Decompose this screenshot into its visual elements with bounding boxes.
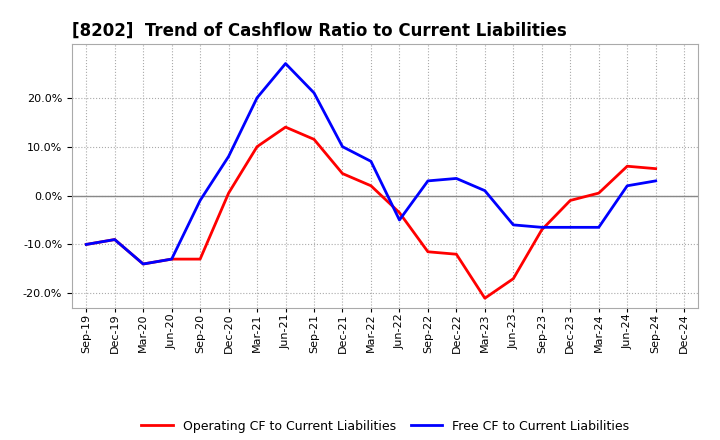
Operating CF to Current Liabilities (623, 164, 631, 169)
Operating CF to Current Liabilities (282, 125, 290, 130)
Operating CF to Current Liabilities (537, 227, 546, 232)
Operating CF to Current Liabilities (366, 183, 375, 188)
Operating CF to Current Liabilities (509, 276, 518, 281)
Line: Operating CF to Current Liabilities: Operating CF to Current Liabilities (86, 127, 656, 298)
Operating CF to Current Liabilities (652, 166, 660, 171)
Text: [8202]  Trend of Cashflow Ratio to Current Liabilities: [8202] Trend of Cashflow Ratio to Curren… (72, 22, 567, 40)
Free CF to Current Liabilities (310, 90, 318, 95)
Free CF to Current Liabilities (537, 225, 546, 230)
Operating CF to Current Liabilities (566, 198, 575, 203)
Operating CF to Current Liabilities (225, 191, 233, 196)
Free CF to Current Liabilities (196, 198, 204, 203)
Operating CF to Current Liabilities (82, 242, 91, 247)
Free CF to Current Liabilities (167, 257, 176, 262)
Free CF to Current Liabilities (623, 183, 631, 188)
Free CF to Current Liabilities (566, 225, 575, 230)
Free CF to Current Liabilities (395, 217, 404, 223)
Operating CF to Current Liabilities (395, 210, 404, 215)
Free CF to Current Liabilities (480, 188, 489, 193)
Line: Free CF to Current Liabilities: Free CF to Current Liabilities (86, 63, 656, 264)
Free CF to Current Liabilities (595, 225, 603, 230)
Operating CF to Current Liabilities (423, 249, 432, 254)
Free CF to Current Liabilities (253, 95, 261, 100)
Free CF to Current Liabilities (338, 144, 347, 149)
Legend: Operating CF to Current Liabilities, Free CF to Current Liabilities: Operating CF to Current Liabilities, Fre… (136, 414, 634, 437)
Operating CF to Current Liabilities (139, 261, 148, 267)
Operating CF to Current Liabilities (338, 171, 347, 176)
Operating CF to Current Liabilities (253, 144, 261, 149)
Free CF to Current Liabilities (509, 222, 518, 227)
Free CF to Current Liabilities (82, 242, 91, 247)
Free CF to Current Liabilities (452, 176, 461, 181)
Free CF to Current Liabilities (423, 178, 432, 183)
Free CF to Current Liabilities (110, 237, 119, 242)
Free CF to Current Liabilities (366, 159, 375, 164)
Operating CF to Current Liabilities (167, 257, 176, 262)
Free CF to Current Liabilities (282, 61, 290, 66)
Operating CF to Current Liabilities (480, 296, 489, 301)
Operating CF to Current Liabilities (196, 257, 204, 262)
Free CF to Current Liabilities (225, 154, 233, 159)
Operating CF to Current Liabilities (595, 191, 603, 196)
Free CF to Current Liabilities (139, 261, 148, 267)
Operating CF to Current Liabilities (452, 252, 461, 257)
Free CF to Current Liabilities (652, 178, 660, 183)
Operating CF to Current Liabilities (310, 137, 318, 142)
Operating CF to Current Liabilities (110, 237, 119, 242)
